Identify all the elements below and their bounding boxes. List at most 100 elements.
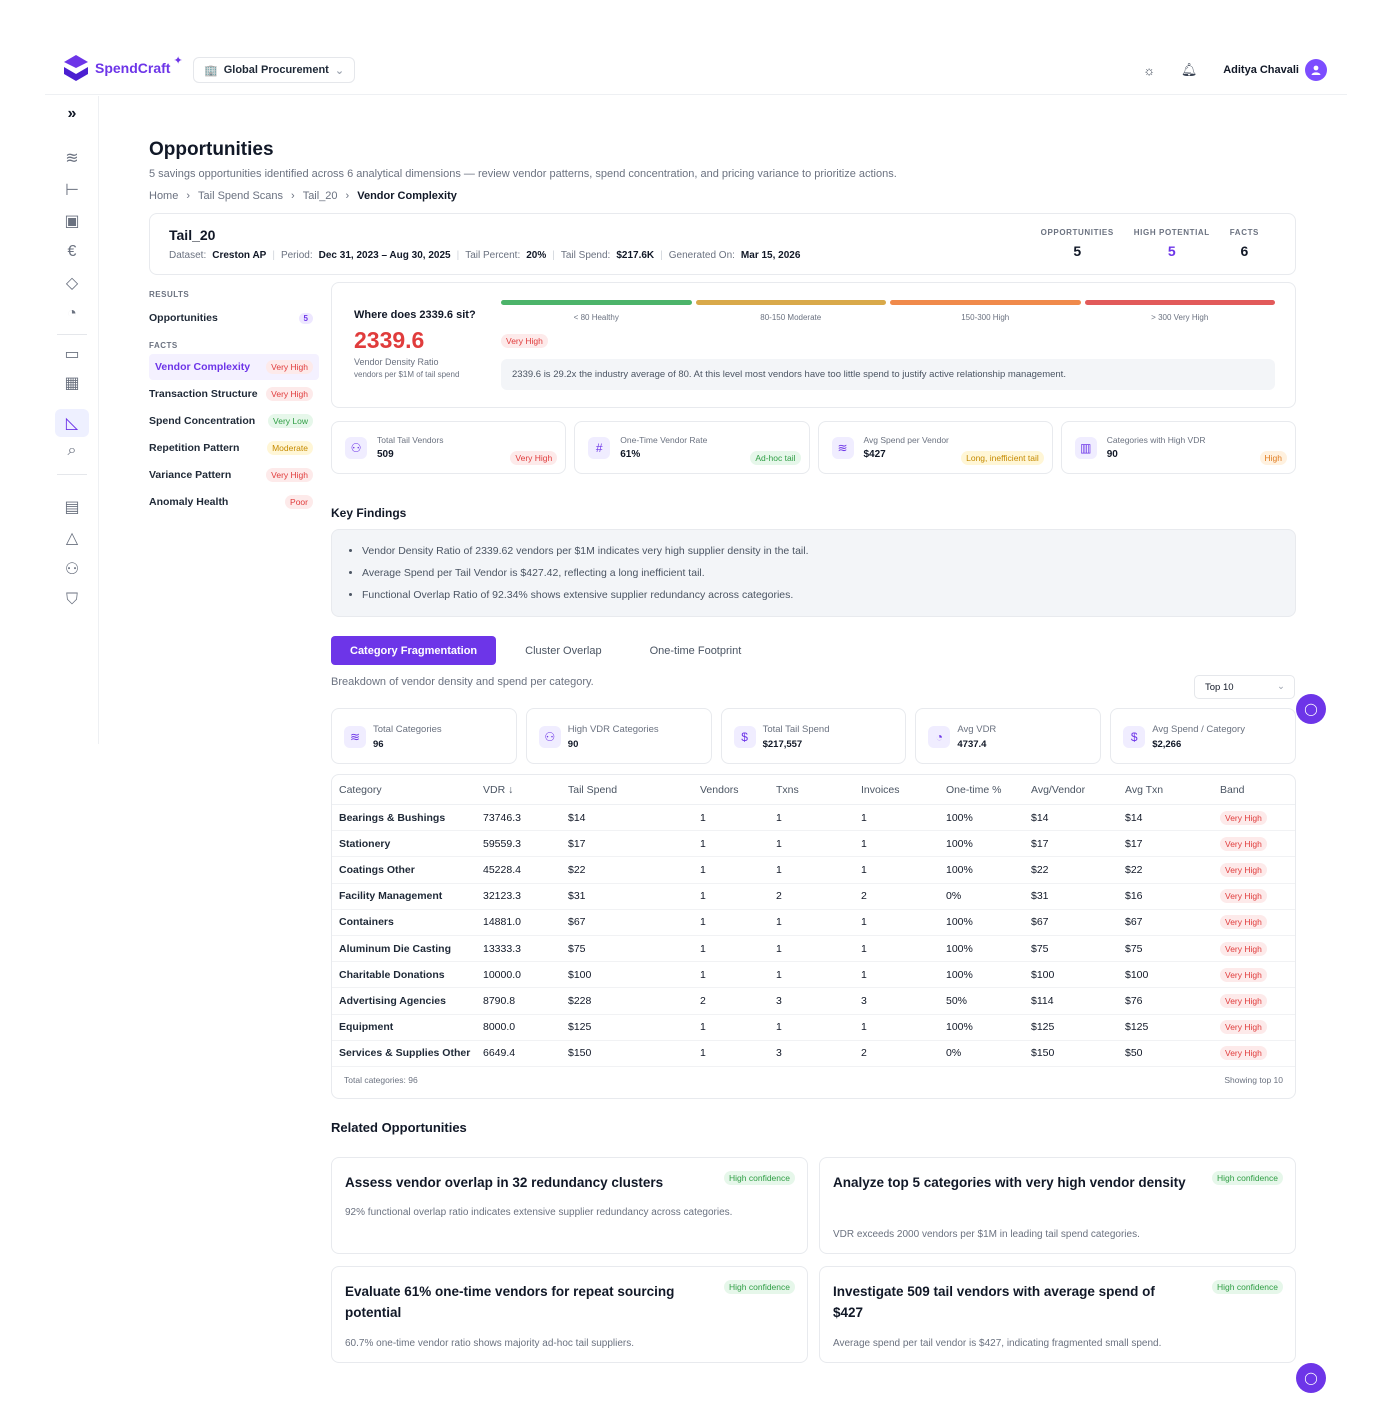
table-header: Category VDR ↓ Tail Spend Vendors Txns I… [332,775,1295,805]
grid-icon[interactable]: ▦ [64,375,80,392]
breadcrumb-tail-spend-scans[interactable]: Tail Spend Scans [198,190,284,202]
table-cell: 1 [700,1047,706,1060]
related-card[interactable]: Analyze top 5 categories with very high … [819,1157,1296,1254]
table-cell: $22 [568,863,586,876]
related-card[interactable]: Evaluate 61% one-time vendors for repeat… [331,1266,808,1363]
layers-icon: ≋ [831,437,854,459]
table-cell: $14 [568,811,586,824]
related-opportunities-title: Related Opportunities [331,1120,467,1135]
table-row[interactable]: Advertising Agencies 8790.8 $228 2 3 3 50% $114… [332,988,1295,1015]
tab-one-time-footprint[interactable]: One-time Footprint [649,644,742,657]
band-high: 150-300 High [890,300,1081,322]
breadcrumb: Home › Tail Spend Scans › Tail_20 › Vendor … [149,190,457,202]
chat-icon[interactable]: ◯ [1296,694,1326,724]
key-findings-list: Vendor Density Ratio of 2339.62 vendors … [331,529,1296,617]
band-badge: Very High [1220,915,1267,930]
related-card[interactable]: Investigate 509 tail vendors with averag… [819,1266,1296,1363]
category-table: Category VDR ↓ Tail Spend Vendors Txns I… [331,774,1296,1099]
breadcrumb-tail-20[interactable]: Tail_20 [302,190,338,202]
nav-item-vendor-complexity[interactable]: Vendor Complexity Very High [149,354,319,380]
search-analytics-icon[interactable]: ⌕ [67,442,77,459]
hierarchy-icon[interactable]: ⊢ [65,182,79,199]
table-cell: 1 [861,837,867,850]
avatar[interactable] [1305,59,1327,81]
scan-meta: Dataset: Creston AP | Period: Dec 31, 2023 … [169,250,801,261]
page-title: Opportunities [149,139,274,160]
table-row[interactable]: Aluminum Die Casting 13333.3 $75 1 1 1 100% $75… [332,936,1295,963]
table-cell: $14 [1031,811,1049,824]
category-cell: Containers [339,916,394,929]
table-cell: $150 [568,1047,592,1060]
top-n-select[interactable]: Top 10 ⌄ [1194,675,1295,699]
tab-category-fragmentation[interactable]: Category Fragmentation [331,636,497,665]
nav-item-variance-pattern[interactable]: Variance Pattern Very High [149,462,319,488]
table-row[interactable]: Equipment 8000.0 $125 1 1 1 100% $125 $125 Very H… [332,1015,1295,1041]
layers-icon[interactable]: ≋ [65,150,79,167]
theme-toggle-icon[interactable]: ☼ [1143,62,1156,78]
analysis-icon[interactable]: ◺ [55,409,89,437]
chevron-down-icon: ⌄ [334,64,345,77]
table-row[interactable]: Coatings Other 45228.4 $22 1 1 1 100% $22 $22 Ver… [332,857,1295,884]
building-icon[interactable]: ▤ [64,499,80,516]
currency-icon[interactable]: € [67,243,77,260]
table-row[interactable]: Facility Management 32123.3 $31 1 2 2 0% $31 $16… [332,884,1295,910]
table-row[interactable]: Services & Supplies Other 6649.4 $150 1 3 2 0%… [332,1041,1295,1067]
nav-item-opportunities[interactable]: Opportunities 5 [149,305,319,331]
table-cell: 1 [700,811,706,824]
tags-icon[interactable]: ◇ [65,275,79,292]
table-row[interactable]: Charitable Donations 10000.0 $100 1 1 1 100% $1… [332,962,1295,989]
table-cell: $67 [568,916,586,929]
table-cell: 1 [776,811,782,824]
vdr-value: 2339.6 [354,327,425,353]
app-logo[interactable]: SpendCraft ✦ [63,54,186,82]
shield-icon[interactable]: ⛉ [65,591,78,608]
table-cell: 14881.0 [483,916,521,929]
scan-stats: OPPORTUNITIES 5 HIGH POTENTIAL 5 FACTS 6 [1041,228,1259,259]
page-subtitle: 5 savings opportunities identified acros… [149,168,897,180]
nav-item-repetition-pattern[interactable]: Repetition Pattern Moderate [149,435,319,461]
message-icon[interactable]: ▭ [64,346,80,363]
dollar-icon: $ [1123,726,1146,748]
table-cell: $14 [1125,811,1143,824]
kpi-one-time-vendor-rate: # One-Time Vendor Rate 61% Ad-hoc tail [574,421,810,474]
table-cell: 1 [776,1021,782,1034]
related-card[interactable]: Assess vendor overlap in 32 redundancy c… [331,1157,808,1254]
nav-item-transaction-structure[interactable]: Transaction Structure Very High [149,381,319,407]
table-row[interactable]: Bearings & Bushings 73746.3 $14 1 1 1 100% $14 $… [332,805,1295,832]
workspace-selector[interactable]: 🏢 Global Procurement ⌄ [193,57,356,83]
scan-name: Tail_20 [169,227,216,243]
table-cell: 45228.4 [483,863,521,876]
band-badge: Very High [1220,1020,1267,1035]
bar-chart-icon: ▥ [1074,437,1097,459]
table-cell: $67 [1125,916,1143,929]
building-icon: 🏢 [204,64,218,77]
table-cell: 100% [946,916,973,929]
table-cell: $228 [568,994,592,1007]
contact-icon[interactable]: ▣ [64,213,80,230]
chat-icon[interactable]: ◯ [1296,1363,1326,1393]
users-icon[interactable]: ⚇ [64,561,80,578]
band-very-high: > 300 Very High [1084,300,1275,322]
shapes-icon[interactable]: △ [65,530,79,547]
top-bar: SpendCraft ✦ 🏢 Global Procurement ⌄ ☼ 🔔︎… [45,48,1347,95]
finding-item: Functional Overlap Ratio of 92.34% shows… [362,584,1281,606]
gauge-icon: ◔ [928,726,951,748]
sparkle-icon: ✦ [173,54,183,67]
table-cell: $17 [1031,837,1049,850]
breadcrumb-home[interactable]: Home [149,190,179,202]
table-row[interactable]: Containers 14881.0 $67 1 1 1 100% $67 $67 Very Hi… [332,910,1295,936]
nav-item-spend-concentration[interactable]: Spend Concentration Very Low [149,408,319,434]
table-cell: 1 [861,1021,867,1034]
table-row[interactable]: Stationery 59559.3 $17 1 1 1 100% $17 $17 Very Hi… [332,831,1295,858]
expand-icon[interactable]: » [67,105,77,122]
nav-item-anomaly-health[interactable]: Anomaly Health Poor [149,489,319,515]
band-badge: Very High [1220,941,1267,956]
category-cell: Coatings Other [339,863,415,876]
bell-icon[interactable]: 🔔︎ [1180,62,1198,77]
table-cell: $17 [568,837,586,850]
stat-high-potential: HIGH POTENTIAL 5 [1133,228,1210,259]
tab-cluster-overlap[interactable]: Cluster Overlap [525,644,602,657]
pie-chart-icon[interactable]: ◔ [67,305,77,322]
vdr-status-badge: Very High [501,334,548,348]
layers-icon: ≋ [344,726,366,748]
